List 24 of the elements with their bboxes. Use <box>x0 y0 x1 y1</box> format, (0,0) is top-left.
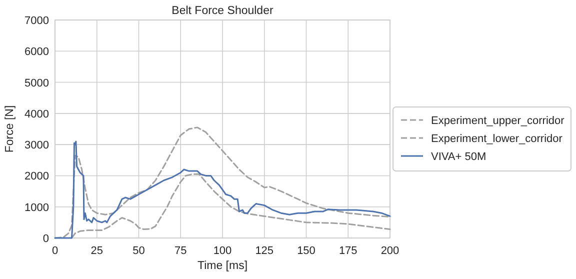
legend-label: Experiment_lower_corridor <box>431 133 563 145</box>
x-axis-title: Time [ms] <box>197 260 248 272</box>
y-tick-label: 4000 <box>24 108 49 120</box>
x-tick-label: 150 <box>297 245 316 257</box>
y-tick-label: 2000 <box>24 170 49 183</box>
x-tick-label: 0 <box>52 245 58 257</box>
x-tick-label: 25 <box>90 245 103 257</box>
y-axis-title: Force [N] <box>4 105 16 153</box>
x-tick-label: 75 <box>174 245 187 257</box>
x-tick-label: 50 <box>132 245 145 257</box>
x-tick-label: 175 <box>338 245 358 257</box>
y-tick-label: 5000 <box>24 77 49 90</box>
legend-label: VIVA+ 50M <box>431 151 486 163</box>
y-tick-label: 0 <box>42 233 49 245</box>
y-tick-label: 7000 <box>24 15 49 27</box>
y-tick-label: 6000 <box>24 46 49 58</box>
x-tick-label: 200 <box>380 245 400 257</box>
line-series <box>71 173 391 239</box>
x-tick-label: 125 <box>255 245 274 257</box>
y-tick-label: 3000 <box>24 140 49 152</box>
y-tick-label: 1000 <box>24 202 49 214</box>
legend-label: Experiment_upper_corridor <box>431 115 565 127</box>
chart-title: Belt Force Shoulder <box>172 5 274 17</box>
x-tick-label: 100 <box>213 245 232 257</box>
